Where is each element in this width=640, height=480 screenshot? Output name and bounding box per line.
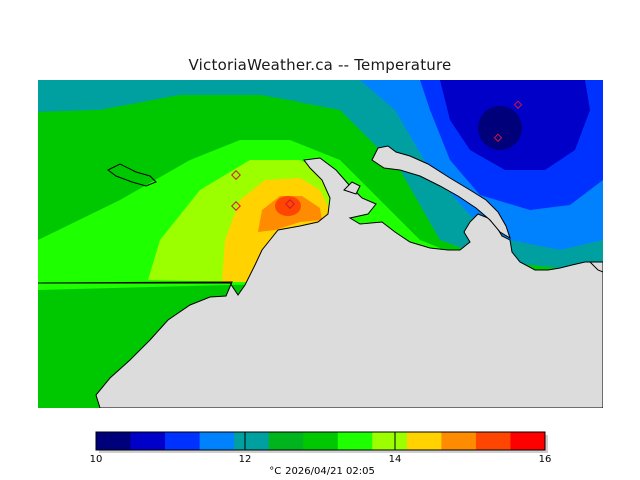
colorbar-caption: °C 2026/04/21 02:05: [0, 466, 640, 477]
island-outline: [107, 163, 157, 187]
colorbar: [95, 431, 548, 453]
map-title: VictoriaWeather.ca -- Temperature: [188, 56, 452, 74]
colorbar-swatch: [372, 432, 408, 450]
colorbar-swatch: [268, 432, 304, 450]
colorbar-border: [95, 431, 546, 451]
colorbar-swatch: [303, 432, 339, 450]
timestamp: 2026/04/21 02:05: [285, 466, 375, 477]
islet: [343, 181, 361, 195]
colorbar-tick-14: 14: [388, 454, 402, 465]
peninsula: [371, 145, 511, 240]
colorbar-tick-16: 16: [538, 454, 552, 465]
contour-12-5-upper: [38, 95, 300, 132]
colorbar-swatch: [475, 432, 511, 450]
station-marker[interactable]: [231, 170, 241, 180]
colorbar-swatch: [441, 432, 477, 450]
station-marker[interactable]: [285, 199, 295, 209]
colorbar-swatch: [165, 432, 201, 450]
station-markers: [231, 100, 523, 211]
station-marker[interactable]: [493, 133, 503, 142]
land-mass: [38, 157, 603, 408]
colorbar-swatch: [510, 432, 546, 450]
colorbar-swatch: [337, 432, 373, 450]
contour-10-0: [478, 106, 522, 150]
colorbar-swatch: [96, 432, 132, 450]
temperature-contours: [38, 80, 603, 408]
coast-notch: [588, 261, 603, 273]
colorbar-swatch: [234, 432, 270, 450]
colorbar-tick-10: 10: [89, 454, 103, 465]
unit-label: °C: [269, 466, 282, 477]
station-marker[interactable]: [231, 201, 241, 211]
colorbar-swatch: [130, 432, 166, 450]
colorbar-swatch: [199, 432, 235, 450]
colorbar-swatch: [406, 432, 442, 450]
colorbar-tick-12: 12: [238, 454, 252, 465]
station-marker[interactable]: [513, 100, 523, 109]
